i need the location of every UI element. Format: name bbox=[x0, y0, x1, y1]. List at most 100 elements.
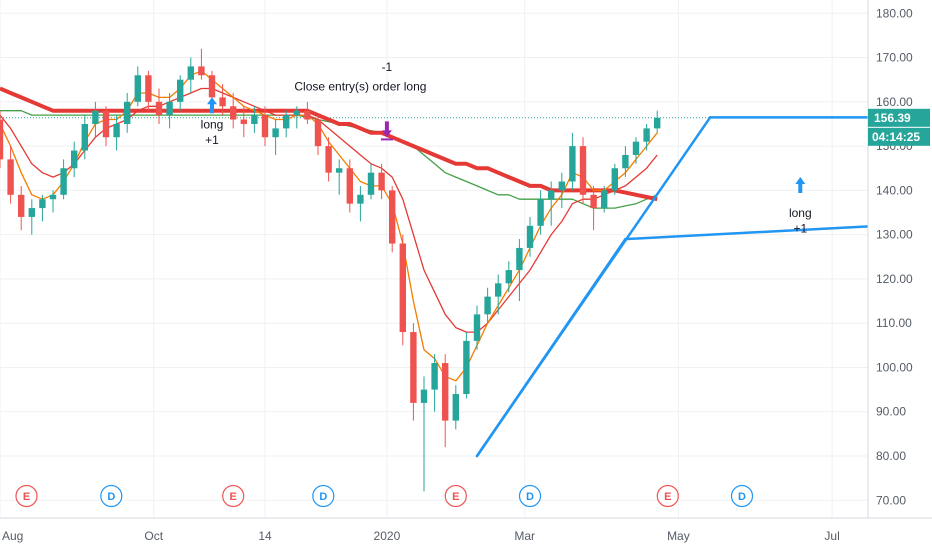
countdown-tag bbox=[868, 127, 930, 146]
candle[interactable] bbox=[558, 172, 565, 209]
candle[interactable] bbox=[92, 101, 99, 138]
candle[interactable] bbox=[102, 106, 110, 147]
candle[interactable] bbox=[272, 119, 279, 155]
candle[interactable] bbox=[505, 261, 512, 293]
candle[interactable] bbox=[537, 190, 544, 235]
candle[interactable] bbox=[632, 137, 640, 164]
candle[interactable] bbox=[18, 185, 25, 231]
candle[interactable] bbox=[399, 234, 406, 346]
annotation-label: long bbox=[789, 206, 812, 220]
arrow-up-shape bbox=[207, 97, 217, 114]
candle[interactable] bbox=[71, 141, 78, 178]
earnings-event-marker[interactable]: E bbox=[444, 484, 467, 508]
candle-body bbox=[304, 110, 311, 120]
candle[interactable] bbox=[39, 194, 46, 222]
candle[interactable] bbox=[7, 146, 14, 204]
candle[interactable] bbox=[590, 185, 597, 231]
candle[interactable] bbox=[495, 274, 502, 315]
candle[interactable] bbox=[293, 106, 300, 129]
candle[interactable] bbox=[420, 376, 428, 492]
dividend-event-marker[interactable]: D bbox=[730, 484, 754, 508]
candle-body bbox=[240, 119, 247, 124]
candle[interactable] bbox=[240, 106, 247, 138]
candle-body bbox=[219, 97, 226, 107]
candle[interactable] bbox=[261, 106, 269, 147]
trendlines[interactable] bbox=[475, 116, 932, 458]
candle[interactable] bbox=[155, 88, 163, 124]
candle[interactable] bbox=[28, 199, 35, 235]
candle[interactable] bbox=[60, 159, 67, 200]
candle[interactable] bbox=[410, 323, 417, 421]
candle[interactable] bbox=[442, 354, 449, 448]
candle[interactable] bbox=[601, 185, 608, 213]
candle[interactable] bbox=[526, 216, 534, 257]
candle-body bbox=[155, 101, 163, 116]
candle[interactable] bbox=[113, 115, 120, 151]
candle[interactable] bbox=[49, 190, 57, 213]
candle-body bbox=[113, 123, 120, 138]
candle[interactable] bbox=[611, 163, 618, 195]
candle[interactable] bbox=[198, 48, 205, 80]
candle[interactable] bbox=[145, 70, 152, 111]
candle[interactable] bbox=[357, 185, 364, 222]
candle[interactable] bbox=[516, 239, 523, 302]
candle[interactable] bbox=[336, 159, 343, 195]
candle[interactable] bbox=[484, 287, 491, 324]
candle[interactable] bbox=[134, 66, 141, 107]
event-circle bbox=[656, 484, 679, 508]
candle[interactable] bbox=[548, 181, 555, 226]
candle[interactable] bbox=[389, 185, 396, 253]
candle[interactable] bbox=[304, 101, 311, 124]
candle[interactable] bbox=[177, 75, 184, 111]
price-tick-label: 70.00 bbox=[876, 493, 906, 507]
event-letter: E bbox=[23, 491, 30, 503]
candle-body bbox=[81, 123, 88, 151]
candle[interactable] bbox=[569, 132, 576, 191]
earnings-event-marker[interactable]: E bbox=[656, 484, 679, 508]
price-tick-label: 160.00 bbox=[876, 95, 913, 109]
candle[interactable] bbox=[654, 110, 661, 133]
candle[interactable] bbox=[219, 84, 226, 116]
annotation-label: long bbox=[201, 117, 224, 131]
candle[interactable] bbox=[251, 106, 258, 133]
exit-arrow-icon bbox=[380, 121, 393, 141]
candle[interactable] bbox=[325, 137, 332, 182]
candle[interactable] bbox=[124, 92, 131, 133]
event-letter: D bbox=[319, 491, 327, 503]
event-letter: E bbox=[664, 491, 671, 503]
candle[interactable] bbox=[314, 115, 322, 155]
candle[interactable] bbox=[378, 163, 385, 200]
candle[interactable] bbox=[463, 332, 470, 399]
candlestick-series[interactable] bbox=[0, 48, 661, 492]
candle[interactable] bbox=[346, 159, 353, 213]
dividend-event-marker[interactable]: D bbox=[518, 484, 542, 508]
entry-arrow-icon bbox=[207, 97, 217, 114]
earnings-event-marker[interactable]: E bbox=[15, 484, 38, 508]
time-axis[interactable]: AugOct142020MarMayJulSepNov bbox=[0, 517, 932, 550]
dividend-event-marker[interactable]: D bbox=[312, 484, 335, 508]
candle[interactable] bbox=[367, 163, 375, 200]
price-axis[interactable]: 180.00170.00160.00150.00140.00130.00120.… bbox=[867, 0, 932, 550]
candle[interactable] bbox=[452, 385, 459, 430]
time-tick-label: May bbox=[667, 529, 690, 543]
candle-body bbox=[49, 194, 57, 200]
candle[interactable] bbox=[187, 57, 194, 93]
candle[interactable] bbox=[230, 92, 237, 129]
candle[interactable] bbox=[473, 305, 481, 350]
candle[interactable] bbox=[283, 110, 290, 138]
event-markers[interactable]: EDEDEDEDE bbox=[15, 484, 897, 508]
trendline[interactable] bbox=[475, 237, 627, 458]
candle[interactable] bbox=[0, 110, 4, 169]
candle[interactable] bbox=[579, 137, 587, 204]
candle-body bbox=[569, 146, 576, 182]
candle[interactable] bbox=[81, 115, 88, 160]
candle[interactable] bbox=[643, 123, 650, 151]
candle[interactable] bbox=[431, 354, 438, 412]
earnings-event-marker[interactable]: E bbox=[222, 484, 245, 508]
dividend-event-marker[interactable]: D bbox=[100, 484, 123, 508]
candle-body bbox=[18, 194, 25, 217]
candle[interactable] bbox=[166, 92, 173, 129]
candle[interactable] bbox=[622, 146, 629, 178]
